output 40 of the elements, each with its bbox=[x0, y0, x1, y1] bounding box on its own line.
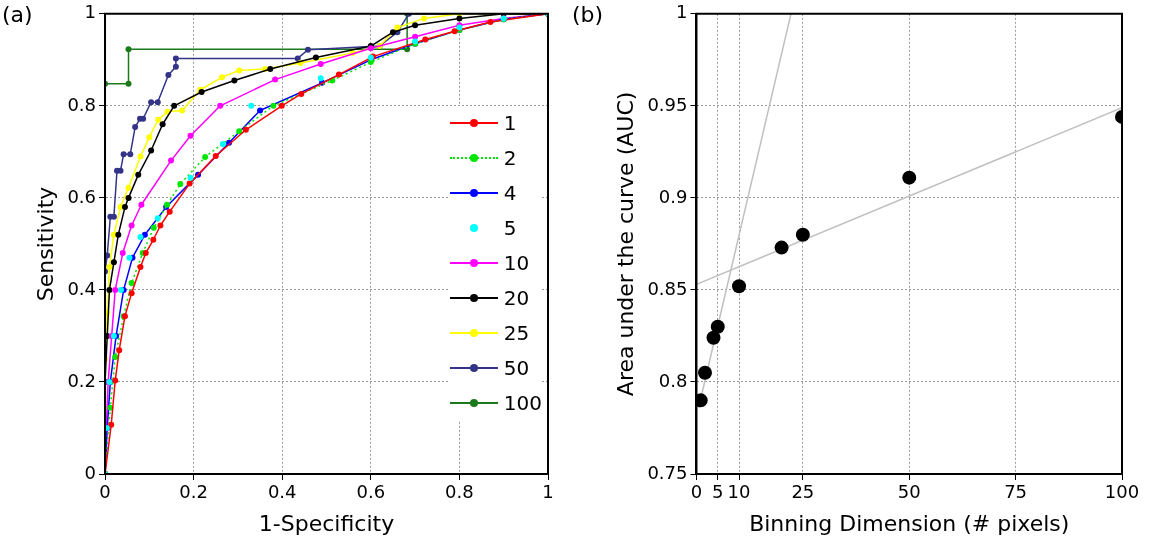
legend-label: 1 bbox=[503, 111, 517, 136]
legend-label: 4 bbox=[503, 181, 517, 206]
x-tick-label: 0 bbox=[99, 481, 111, 503]
y-tick-label: 0.9 bbox=[658, 185, 688, 207]
y-tick-label: 0.95 bbox=[647, 93, 688, 115]
x-tick-label: 1 bbox=[542, 481, 554, 503]
y-axis-title: Sensitivity bbox=[32, 186, 58, 302]
y-tick-label: 0 bbox=[84, 461, 97, 483]
legend-label: 20 bbox=[503, 286, 530, 311]
legend-label: 10 bbox=[503, 251, 530, 276]
x-tick-label: 5 bbox=[712, 481, 724, 503]
legend-label: 50 bbox=[503, 356, 530, 381]
legend-label: 5 bbox=[503, 216, 517, 241]
x-tick-label: 0.2 bbox=[179, 481, 208, 503]
chart-title: (b) bbox=[572, 2, 604, 27]
x-tick-label: 0.6 bbox=[356, 481, 386, 503]
legend-label: 25 bbox=[503, 321, 530, 346]
x-tick-label: 100 bbox=[1104, 481, 1140, 503]
legend-label: 2 bbox=[503, 146, 517, 171]
x-tick-label: 0.8 bbox=[445, 481, 474, 503]
y-tick-label: 0.2 bbox=[67, 369, 97, 391]
y-tick-label: 0.6 bbox=[67, 185, 97, 207]
y-tick-label: 0.4 bbox=[67, 277, 97, 299]
x-axis-title: Binning Dimension (# pixels) bbox=[749, 510, 1070, 536]
x-tick-label: 10 bbox=[727, 481, 751, 503]
chart-title: (a) bbox=[2, 2, 33, 27]
y-tick-label: 1 bbox=[676, 1, 688, 23]
y-tick-label: 0.75 bbox=[647, 461, 688, 483]
x-axis-title: 1-Specificity bbox=[258, 510, 395, 536]
legend-label: 100 bbox=[503, 391, 542, 416]
y-tick-label: 0.8 bbox=[67, 93, 97, 115]
x-tick-label: 25 bbox=[791, 481, 815, 503]
x-tick-label: 75 bbox=[1004, 481, 1028, 503]
x-tick-label: 0.4 bbox=[267, 481, 297, 503]
y-tick-label: 0.8 bbox=[658, 369, 688, 391]
x-tick-label: 50 bbox=[897, 481, 921, 503]
y-axis-title: Area under the curve (AUC) bbox=[612, 91, 638, 397]
y-tick-label: 1 bbox=[84, 1, 97, 23]
x-tick-label: 0 bbox=[690, 481, 703, 503]
y-tick-label: 0.85 bbox=[647, 277, 688, 299]
